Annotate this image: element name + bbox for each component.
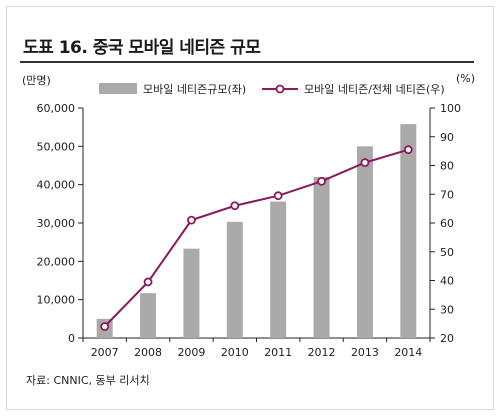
x-tick-label: 2010 [221,346,249,359]
right-tick-label: 100 [440,102,461,115]
share-point-2009 [187,215,196,225]
right-tick-label: 20 [440,332,454,345]
right-tick-label: 60 [440,217,454,230]
share-point-2007 [100,322,110,331]
share-point-2012 [317,176,326,186]
legend-line-marker [275,84,285,94]
right-tick-label: 30 [440,303,454,316]
left-tick-label: 30,000 [37,217,76,230]
bar-2010 [226,221,243,338]
left-tick-label: 40,000 [37,179,76,192]
left-tick-label: 10,000 [37,294,76,307]
share-line [103,148,409,328]
x-tick-label: 2014 [394,346,422,359]
source-note: 자료: CNNIC, 동부 리서치 [26,374,150,387]
bar-2011 [270,201,287,338]
left-axis-unit: (만명) [22,74,51,87]
x-tick-label: 2013 [351,346,379,359]
x-tick-label: 2011 [264,346,292,359]
legend-bar-swatch [99,83,137,94]
share-point-2010 [230,201,240,211]
share-point-2008 [143,277,153,287]
title-divider [20,61,474,63]
right-tick-label: 80 [440,160,454,173]
left-tick-label: 60,000 [37,102,76,115]
left-tick-label: 50,000 [37,140,76,153]
x-tick-label: 2007 [91,346,119,359]
chart-title: 도표 16. 중국 모바일 네티즌 규모 [23,38,261,58]
share-point-2011 [273,191,283,201]
right-tick-label: 90 [440,131,454,144]
bar-2013 [356,146,373,338]
x-tick-label: 2009 [177,346,205,359]
bar-2012 [313,177,330,338]
share-point-2013 [360,158,370,168]
bar-2014 [400,124,417,338]
share-point-2014 [403,145,413,155]
right-tick-label: 70 [440,188,454,201]
right-tick-label: 50 [440,246,454,259]
bar-2009 [183,248,200,338]
legend-bar-label: 모바일 네티즌규모(좌) [143,82,246,96]
x-tick-label: 2012 [308,346,336,359]
left-tick-label: 0 [68,332,75,345]
right-tick-label: 40 [440,275,454,288]
bar-2008 [140,293,157,338]
right-axis-unit: (%) [456,72,476,85]
left-tick-label: 20,000 [37,255,76,268]
legend-line-label: 모바일 네티즌/전체 네티즌(우) [304,82,445,96]
x-tick-label: 2008 [134,346,162,359]
